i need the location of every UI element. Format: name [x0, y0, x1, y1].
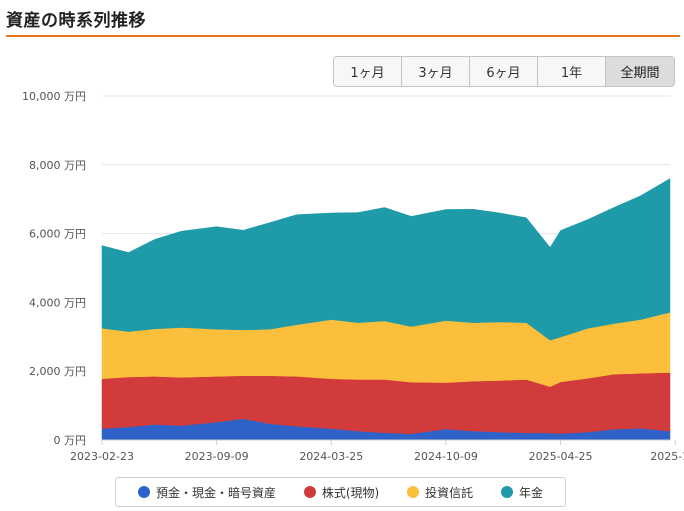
y-tick-label: 10,000 万円	[22, 90, 86, 103]
range-button-1year[interactable]: 1年	[538, 57, 606, 86]
area-stocks	[101, 372, 671, 435]
range-button-all[interactable]: 全期間	[606, 57, 674, 86]
chart-legend: 預金・現金・暗号資産 株式(現物) 投資信託 年金	[115, 477, 566, 507]
legend-swatch-deposits	[137, 486, 150, 498]
range-button-3months[interactable]: 3ヶ月	[402, 57, 470, 86]
x-tick-label: 2024-03-25	[299, 450, 363, 463]
legend-label-deposits: 預金・現金・暗号資産	[155, 485, 276, 500]
title-underline	[6, 35, 680, 37]
legend-swatch-stocks	[303, 486, 316, 498]
x-tick-label: 2025-04-25	[529, 450, 593, 463]
x-tick-label: 2024-10-09	[414, 450, 478, 463]
y-tick-label: 6,000 万円	[29, 228, 86, 241]
legend-label-funds: 投資信託	[425, 485, 474, 500]
area-pension	[101, 178, 671, 341]
legend-item-funds[interactable]: 投資信託	[407, 484, 473, 501]
legend-swatch-pension	[501, 486, 514, 498]
legend-label-stocks: 株式(現物)	[321, 485, 380, 500]
range-button-1month[interactable]: 1ヶ月	[334, 57, 402, 86]
page-title: 資産の時系列推移	[6, 11, 146, 31]
y-tick-label: 2,000 万円	[29, 365, 86, 378]
legend-item-deposits[interactable]: 預金・現金・暗号資産	[137, 484, 276, 501]
y-tick-label: 8,000 万円	[29, 159, 86, 172]
x-tick-label: 2023-02-23	[70, 450, 134, 463]
y-tick-label: 4,000 万円	[29, 296, 86, 309]
legend-swatch-funds	[407, 486, 420, 498]
legend-item-stocks[interactable]: 株式(現物)	[303, 484, 380, 501]
x-tick-label: 2025-1…	[650, 450, 684, 463]
x-tick-label: 2023-09-09	[185, 450, 249, 463]
range-button-6months[interactable]: 6ヶ月	[470, 57, 538, 86]
range-selector: 1ヶ月 3ヶ月 6ヶ月 1年 全期間	[333, 56, 675, 87]
legend-item-pension[interactable]: 年金	[501, 484, 543, 501]
y-tick-label: 0 万円	[54, 434, 87, 447]
legend-label-pension: 年金	[519, 485, 544, 500]
asset-history-chart: 0 万円 2,000 万円 4,000 万円 6,000 万円 8,000 万円 10,0…	[22, 90, 684, 463]
